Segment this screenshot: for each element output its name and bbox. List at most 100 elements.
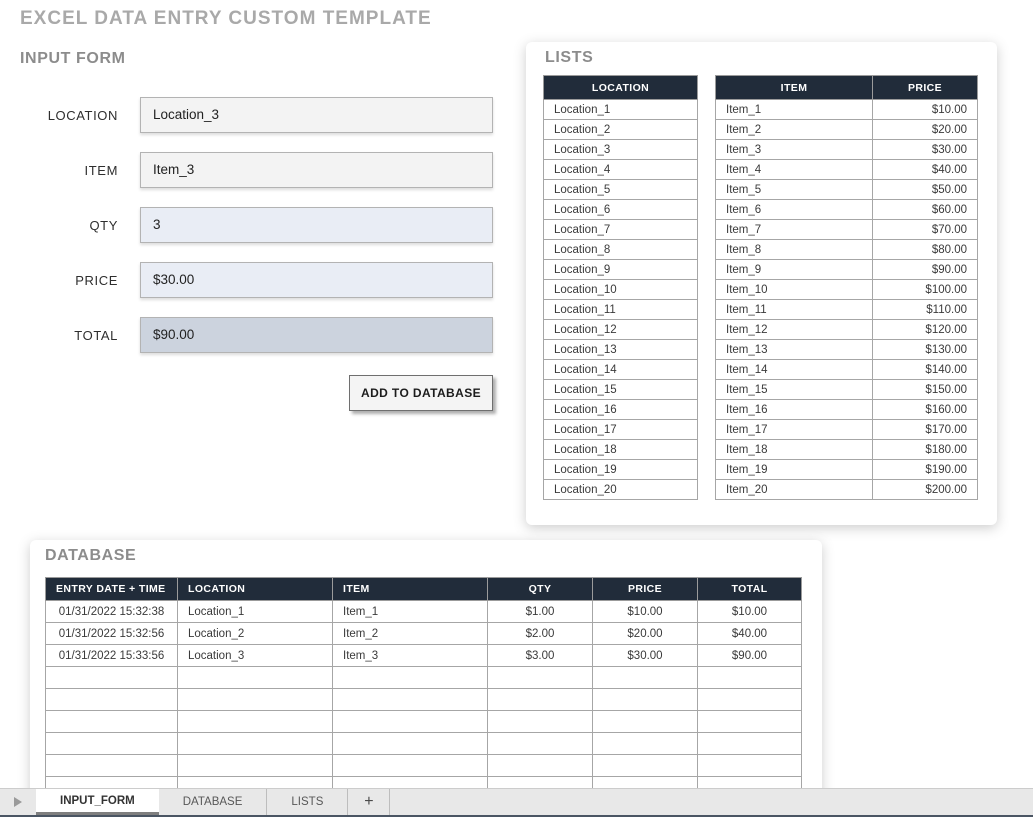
sheet-tab-input_form[interactable]: INPUT_FORM xyxy=(36,789,159,815)
item-cell: Item_15 xyxy=(715,379,873,400)
database-heading: DATABASE xyxy=(45,547,137,564)
price-cell: $40.00 xyxy=(872,159,978,180)
database-empty-cell xyxy=(45,688,178,711)
database-empty-cell xyxy=(332,710,488,733)
database-empty-cell xyxy=(487,710,593,733)
form-row: PRICE $30.00 xyxy=(20,262,493,298)
location-list-row: Location_5 xyxy=(543,179,698,200)
location-list-row: Location_15 xyxy=(543,379,698,400)
database-empty-cell xyxy=(697,688,802,711)
price-cell: $110.00 xyxy=(872,299,978,320)
sheet-nav-arrow[interactable] xyxy=(0,789,36,815)
item-list-row: Item_19 $190.00 xyxy=(715,459,978,480)
add-to-database-button[interactable]: ADD TO DATABASE xyxy=(349,375,493,411)
item-list-row: Item_15 $150.00 xyxy=(715,379,978,400)
lists-panel: LISTS LOCATION Location_1 Location_2 Locat… xyxy=(526,42,997,525)
price-cell: $70.00 xyxy=(872,219,978,240)
location-cell: Location_7 xyxy=(543,219,698,240)
sheet-tab-database[interactable]: DATABASE xyxy=(159,789,268,815)
database-cell: $2.00 xyxy=(487,622,593,645)
database-header-entry-date-time: ENTRY DATE + TIME xyxy=(45,577,178,601)
item-list-row: Item_1 $10.00 xyxy=(715,99,978,120)
database-cell: $3.00 xyxy=(487,644,593,667)
input-form-heading: INPUT FORM xyxy=(20,50,126,67)
item-list-row: Item_9 $90.00 xyxy=(715,259,978,280)
item-list-row: Item_8 $80.00 xyxy=(715,239,978,260)
database-empty-row xyxy=(45,754,802,777)
field-label-location: LOCATION xyxy=(47,107,118,123)
location-list-row: Location_11 xyxy=(543,299,698,320)
field-input-price[interactable]: $30.00 xyxy=(140,262,493,298)
field-label-price: PRICE xyxy=(75,272,118,288)
item-list-row: Item_3 $30.00 xyxy=(715,139,978,160)
form-row: ITEM Item_3 xyxy=(20,152,493,188)
lists-heading: LISTS xyxy=(545,49,594,66)
database-row: 01/31/2022 15:33:56 Location_3 Item_3 $3.00… xyxy=(45,644,802,667)
price-cell: $20.00 xyxy=(872,119,978,140)
item-list-row: Item_14 $140.00 xyxy=(715,359,978,380)
item-cell: Item_11 xyxy=(715,299,873,320)
right-triangle-icon xyxy=(14,797,22,807)
field-label-item: ITEM xyxy=(84,162,118,178)
field-input-qty[interactable]: 3 xyxy=(140,207,493,243)
field-label-qty: QTY xyxy=(89,217,118,233)
database-header-price: PRICE xyxy=(592,577,698,601)
item-cell: Item_5 xyxy=(715,179,873,200)
price-cell: $30.00 xyxy=(872,139,978,160)
database-cell: Item_1 xyxy=(332,600,488,623)
location-cell: Location_13 xyxy=(543,339,698,360)
database-cell: $10.00 xyxy=(592,600,698,623)
database-empty-cell xyxy=(592,710,698,733)
item-cell: Item_8 xyxy=(715,239,873,260)
price-cell: $150.00 xyxy=(872,379,978,400)
database-empty-cell xyxy=(697,666,802,689)
location-cell: Location_11 xyxy=(543,299,698,320)
location-list-row: Location_9 xyxy=(543,259,698,280)
field-input-total[interactable]: $90.00 xyxy=(140,317,493,353)
location-list-row: Location_3 xyxy=(543,139,698,160)
database-cell: Item_2 xyxy=(332,622,488,645)
location-cell: Location_8 xyxy=(543,239,698,260)
price-cell: $120.00 xyxy=(872,319,978,340)
database-empty-cell xyxy=(697,754,802,777)
item-cell: Item_10 xyxy=(715,279,873,300)
price-cell: $160.00 xyxy=(872,399,978,420)
location-cell: Location_9 xyxy=(543,259,698,280)
price-cell: $180.00 xyxy=(872,439,978,460)
database-empty-cell xyxy=(45,732,178,755)
sheet-tab-lists[interactable]: LISTS xyxy=(267,789,349,815)
database-empty-row xyxy=(45,666,802,689)
price-cell: $100.00 xyxy=(872,279,978,300)
sheet-tab-bar: INPUT_FORM DATABASE LISTS + xyxy=(0,788,1033,817)
database-empty-cell xyxy=(45,666,178,689)
database-empty-row xyxy=(45,732,802,755)
database-empty-cell xyxy=(332,688,488,711)
location-list-row: Location_18 xyxy=(543,439,698,460)
price-cell: $90.00 xyxy=(872,259,978,280)
database-cell: $20.00 xyxy=(592,622,698,645)
location-cell: Location_4 xyxy=(543,159,698,180)
field-input-item[interactable]: Item_3 xyxy=(140,152,493,188)
item-list-row: Item_7 $70.00 xyxy=(715,219,978,240)
database-empty-cell xyxy=(697,710,802,733)
item-list-row: Item_2 $20.00 xyxy=(715,119,978,140)
database-header-location: LOCATION xyxy=(177,577,333,601)
item-list-row: Item_18 $180.00 xyxy=(715,439,978,460)
field-input-location[interactable]: Location_3 xyxy=(140,97,493,133)
location-cell: Location_1 xyxy=(543,99,698,120)
database-cell: $10.00 xyxy=(697,600,802,623)
item-cell: Item_1 xyxy=(715,99,873,120)
location-list-table: LOCATION Location_1 Location_2 Location_3 L… xyxy=(543,75,698,500)
database-empty-row xyxy=(45,688,802,711)
database-empty-cell xyxy=(332,666,488,689)
item-cell: Item_20 xyxy=(715,479,873,500)
price-cell: $10.00 xyxy=(872,99,978,120)
database-empty-cell xyxy=(177,666,333,689)
item-cell: Item_13 xyxy=(715,339,873,360)
price-cell: $200.00 xyxy=(872,479,978,500)
add-sheet-button[interactable]: + xyxy=(348,789,391,815)
item-cell: Item_12 xyxy=(715,319,873,340)
item-list-row: Item_10 $100.00 xyxy=(715,279,978,300)
database-empty-cell xyxy=(177,710,333,733)
database-header-qty: QTY xyxy=(487,577,593,601)
